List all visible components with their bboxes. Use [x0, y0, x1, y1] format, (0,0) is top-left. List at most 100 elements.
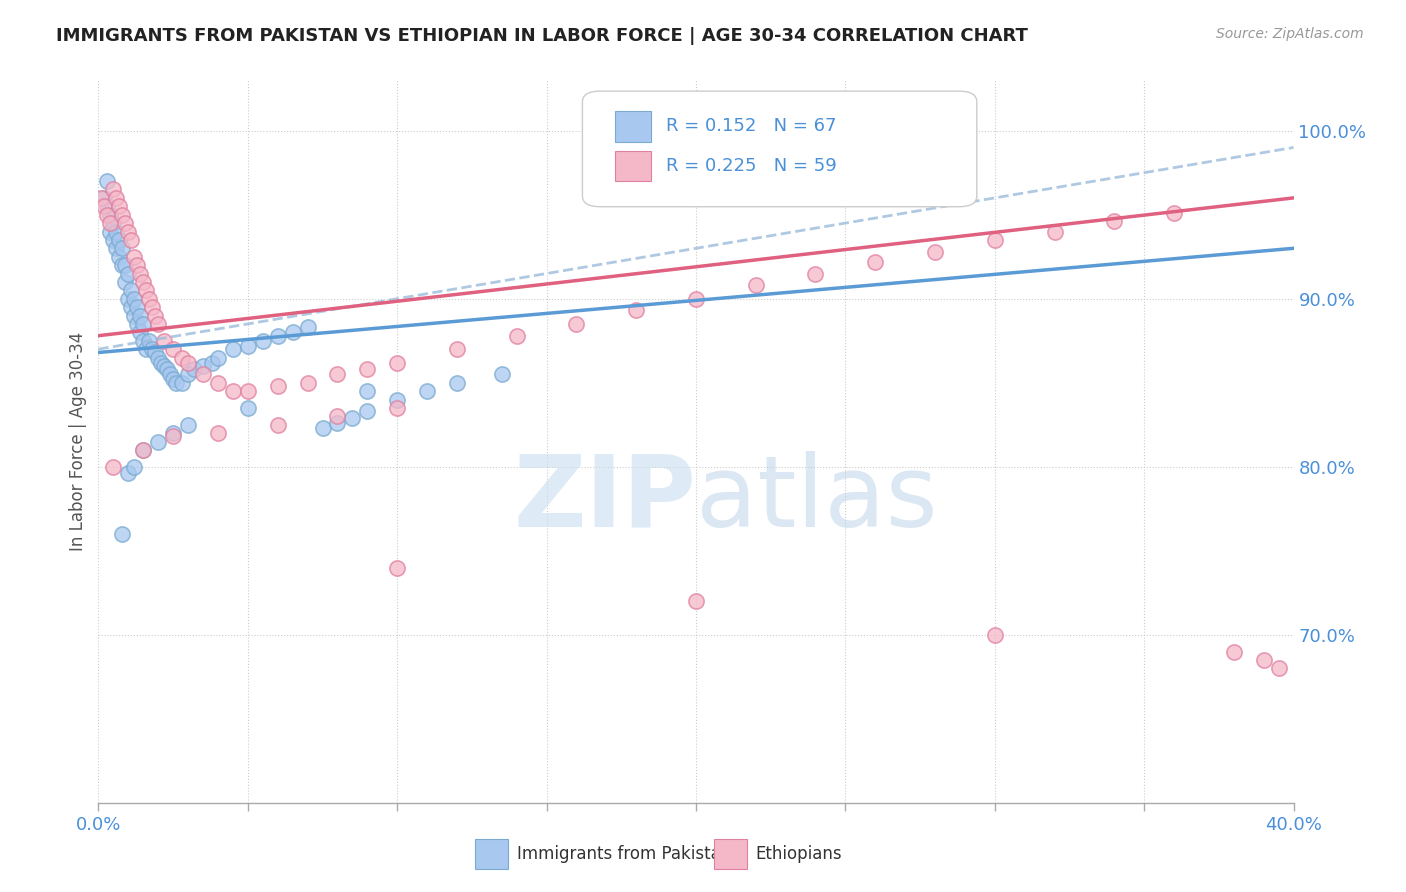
Point [153, 334, 176, 348]
Point [129, 267, 152, 281]
Point [162, 372, 184, 386]
Point [326, 416, 349, 430]
Point [191, 359, 214, 373]
Point [385, 392, 409, 407]
Point [132, 334, 155, 348]
Point [156, 362, 179, 376]
Point [132, 442, 155, 457]
Point [267, 417, 290, 432]
Point [105, 225, 128, 239]
Point [132, 275, 155, 289]
Y-axis label: In Labor Force | Age 30-34: In Labor Force | Age 30-34 [69, 332, 87, 551]
Point [96, 174, 118, 188]
Point [491, 368, 513, 382]
Point [1043, 225, 1066, 239]
Point [385, 355, 409, 369]
Text: atlas: atlas [696, 450, 938, 548]
Point [114, 275, 136, 289]
Point [117, 225, 139, 239]
Point [222, 384, 245, 398]
Point [626, 303, 648, 318]
Point [96, 208, 118, 222]
Point [236, 339, 259, 353]
Point [129, 326, 152, 340]
Point [356, 384, 378, 398]
Point [177, 417, 200, 432]
Point [172, 376, 194, 390]
Point [191, 368, 214, 382]
Text: IMMIGRANTS FROM PAKISTAN VS ETHIOPIAN IN LABOR FORCE | AGE 30-34 CORRELATION CHA: IMMIGRANTS FROM PAKISTAN VS ETHIOPIAN IN… [56, 27, 1028, 45]
Point [252, 334, 274, 348]
Point [143, 309, 166, 323]
Point [267, 328, 290, 343]
FancyBboxPatch shape [475, 838, 509, 870]
Text: Immigrants from Pakistan: Immigrants from Pakistan [517, 845, 731, 863]
Point [148, 351, 170, 365]
Point [924, 244, 946, 259]
Point [267, 379, 290, 393]
Point [685, 292, 707, 306]
Point [984, 628, 1007, 642]
Point [1104, 214, 1126, 228]
Point [124, 459, 146, 474]
Point [117, 267, 139, 281]
Point [311, 421, 333, 435]
Point [356, 362, 378, 376]
Text: Ethiopians: Ethiopians [756, 845, 842, 863]
Point [138, 334, 160, 348]
Point [135, 342, 157, 356]
Point [120, 283, 142, 297]
Point [207, 351, 229, 365]
Point [207, 426, 229, 441]
Point [356, 404, 378, 418]
Point [103, 459, 125, 474]
FancyBboxPatch shape [614, 151, 651, 181]
Point [865, 254, 887, 268]
Point [129, 309, 152, 323]
Point [416, 384, 439, 398]
Point [172, 351, 194, 365]
Point [114, 258, 136, 272]
Point [177, 368, 200, 382]
Text: Source: ZipAtlas.com: Source: ZipAtlas.com [1216, 27, 1364, 41]
Point [162, 429, 184, 443]
Point [342, 411, 364, 425]
Point [127, 317, 149, 331]
Point [685, 594, 707, 608]
Point [297, 320, 319, 334]
Text: R = 0.225   N = 59: R = 0.225 N = 59 [666, 156, 837, 175]
Point [98, 208, 122, 222]
Point [120, 300, 142, 314]
Point [984, 233, 1007, 247]
Point [108, 233, 131, 247]
Point [326, 368, 349, 382]
Point [153, 359, 176, 373]
Point [111, 527, 134, 541]
Point [141, 342, 163, 356]
Point [165, 376, 187, 390]
Point [111, 208, 134, 222]
Point [804, 267, 827, 281]
Text: R = 0.152   N = 67: R = 0.152 N = 67 [666, 117, 837, 135]
Point [103, 216, 125, 230]
Point [1253, 653, 1275, 667]
Point [207, 376, 229, 390]
Point [103, 182, 125, 196]
Point [127, 300, 149, 314]
Point [93, 199, 115, 213]
Point [108, 250, 131, 264]
Point [148, 434, 170, 449]
Point [222, 342, 245, 356]
Point [132, 442, 155, 457]
Point [159, 368, 181, 382]
Point [236, 384, 259, 398]
Point [385, 560, 409, 574]
Point [93, 191, 115, 205]
Point [96, 199, 118, 213]
Point [127, 258, 149, 272]
Point [98, 225, 122, 239]
Point [117, 292, 139, 306]
Point [162, 342, 184, 356]
Point [326, 409, 349, 424]
FancyBboxPatch shape [582, 91, 977, 207]
